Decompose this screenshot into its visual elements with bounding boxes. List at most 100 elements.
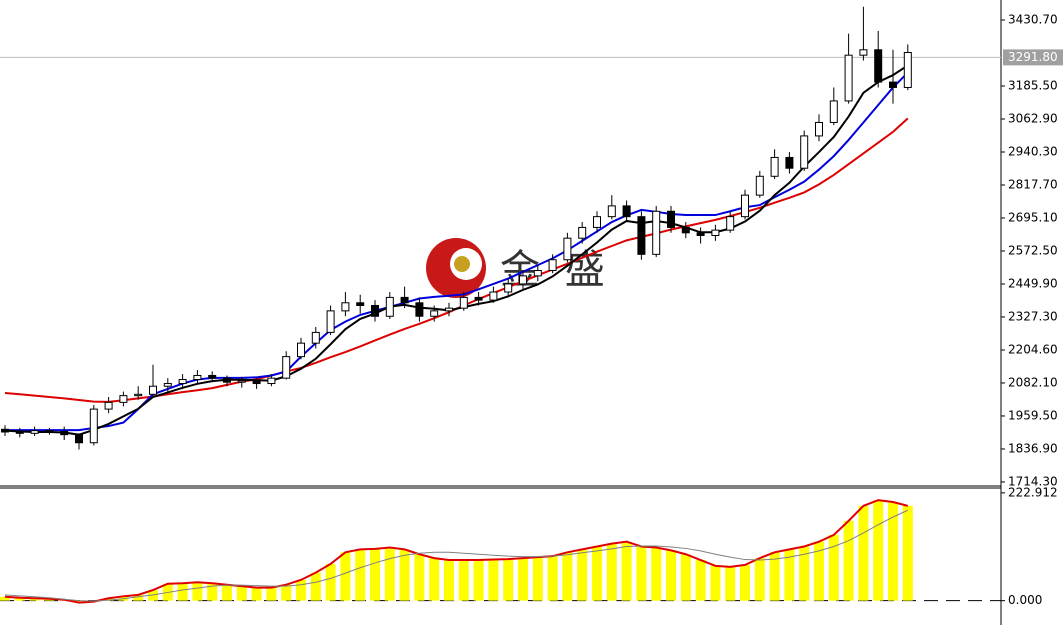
histogram-bar (754, 558, 765, 601)
candle-body (267, 377, 276, 385)
candle-body (681, 226, 690, 234)
candle-body (119, 395, 128, 403)
histogram-bar (577, 549, 588, 601)
histogram-bar (518, 558, 528, 601)
candle-body (459, 296, 468, 309)
y-tick-label: 3062.90 (1008, 111, 1058, 125)
y-tick-label: 1714.30 (1008, 474, 1058, 488)
y-tick-label: 2327.30 (1008, 309, 1058, 323)
candle-body (326, 310, 335, 333)
histogram-bar (473, 560, 484, 601)
candle-body (371, 304, 379, 317)
histogram-bar (281, 584, 292, 601)
y-tick-label: 1959.50 (1008, 408, 1058, 422)
candle-body (385, 296, 394, 317)
moving-average-line (4, 64, 909, 436)
histogram-bar (547, 556, 558, 601)
histogram-bar (325, 563, 336, 601)
y-tick-label: 2572.50 (1008, 243, 1058, 257)
candle-body (311, 331, 320, 344)
histogram-bar (14, 597, 25, 601)
histogram-bar (355, 549, 366, 601)
histogram-bar (444, 560, 454, 601)
histogram-bar (666, 550, 676, 601)
histogram-bar (399, 549, 410, 601)
candle-body (193, 374, 202, 380)
histogram-bar (103, 598, 114, 601)
candle-body (356, 302, 365, 306)
histogram-bar (414, 554, 425, 601)
histogram-bar (562, 552, 573, 601)
histogram-bar (902, 505, 913, 601)
histogram-bar (0, 596, 10, 601)
candle-body (696, 232, 705, 237)
histogram-bar (888, 502, 898, 601)
histogram-bar (29, 598, 40, 601)
histogram-bar (680, 554, 691, 601)
candle-body (341, 302, 350, 312)
candle-body (829, 100, 838, 123)
histogram-bar (740, 564, 750, 601)
candle-body (237, 380, 246, 383)
histogram-bar (133, 594, 144, 601)
candle-body (607, 205, 616, 218)
histogram-bar (458, 560, 469, 601)
candle-body (45, 430, 54, 433)
histogram-bar (192, 582, 203, 601)
candle-body (445, 307, 453, 312)
histogram-bar (236, 586, 247, 601)
candle-body (652, 210, 661, 255)
y-tick-label: 2204.60 (1008, 342, 1058, 356)
histogram-bar (488, 559, 499, 601)
histogram-bar (177, 583, 188, 601)
candle-body (889, 81, 897, 88)
histogram-bar (843, 520, 854, 601)
y-tick-label: 2695.10 (1008, 210, 1058, 224)
current-price-box (1003, 49, 1063, 66)
candle-body (400, 296, 409, 304)
histogram-bar (725, 566, 736, 601)
histogram-bar (251, 587, 262, 601)
histogram-bar (384, 547, 395, 601)
histogram-bar (340, 552, 351, 601)
candle-body (163, 383, 172, 387)
candle-body (874, 49, 883, 83)
candle-body (563, 237, 572, 261)
logo-dot (454, 256, 470, 272)
histogram-bar (873, 500, 884, 601)
histogram-bar (532, 557, 543, 601)
candle-body (75, 434, 83, 444)
candle-body (844, 54, 853, 102)
histogram-bar (769, 552, 780, 601)
signal-line (4, 509, 909, 602)
histogram-bar (621, 541, 632, 601)
candle-body (859, 49, 868, 56)
candle-body (800, 135, 809, 169)
candle-body (815, 121, 823, 137)
candle-body (770, 156, 779, 177)
y-tick-label: 3430.70 (1008, 12, 1058, 26)
histogram-bar (429, 558, 440, 601)
candle-body (149, 385, 157, 395)
candle-body (30, 430, 39, 434)
candle-body (548, 259, 557, 271)
candle-body (903, 51, 912, 88)
candle-body (252, 380, 261, 385)
histogram-bar (606, 543, 617, 601)
histogram-outline (4, 499, 909, 604)
histogram-bar (799, 546, 810, 601)
watermark-logo (426, 238, 486, 298)
histogram-bar (858, 505, 869, 601)
histogram-bar (814, 541, 824, 601)
candle-body (15, 431, 24, 434)
histogram-bar (310, 572, 321, 601)
histogram-bar (266, 587, 277, 601)
y-tick-label: 2082.10 (1008, 375, 1058, 389)
candle-body (578, 226, 587, 239)
y-tick-label: 0.000 (1008, 593, 1042, 607)
candle-body (593, 216, 601, 228)
candle-body (637, 216, 646, 255)
histogram-bar (784, 549, 795, 601)
candle-body (489, 291, 498, 301)
